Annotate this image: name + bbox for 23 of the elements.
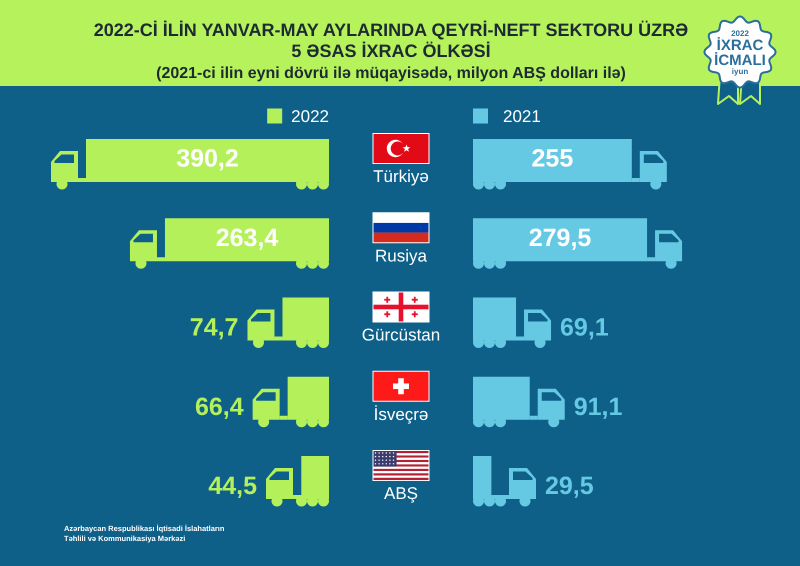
y-tick-label: Gürcüstan xyxy=(362,326,440,344)
data-label: 279,5 xyxy=(528,224,592,252)
text: 2022-Cİ İLİN YANVAR-MAY AYLARINDA QEYRİ-NEFT SEKTORU ÜZRƏ 5 ƏSAS İXRAC ÖLKƏSİ xyxy=(94,20,688,61)
data-label: 255 xyxy=(532,144,574,172)
y-tick-label: ABŞ xyxy=(384,484,418,503)
legend-label: 2022 xyxy=(291,107,329,126)
data-label: 69,1 xyxy=(560,314,609,342)
text: (2021-ci ilin eyni dövrü ilə müqayisədə, milyon ABŞ dolları ilə) xyxy=(156,65,626,82)
data-label: 390,2 xyxy=(176,144,239,172)
data-label: 66,4 xyxy=(194,392,244,421)
y-tick-label: Rusiya xyxy=(375,246,428,266)
text: 2022 xyxy=(731,29,750,38)
text: İCMALI xyxy=(714,52,766,69)
data-label: 91,1 xyxy=(574,392,622,421)
data-label: 74,7 xyxy=(190,314,238,342)
y-tick-label: Türkiyə xyxy=(373,167,429,186)
legend-label: 2021 xyxy=(503,107,541,126)
y-tick-label: İsveçrə xyxy=(374,404,428,424)
data-label: 263,4 xyxy=(216,224,278,252)
text: İXRAC xyxy=(716,37,764,54)
data-label: 29,5 xyxy=(545,472,594,500)
text: iyun xyxy=(732,67,748,76)
data-label: 44,5 xyxy=(208,472,258,500)
